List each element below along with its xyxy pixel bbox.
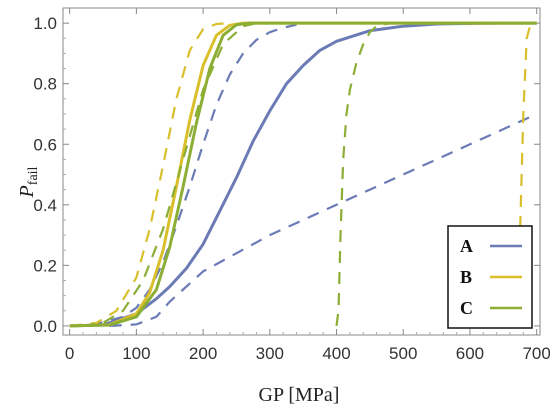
series-line-a-dashed-2 [109,112,538,327]
x-tick-label: 200 [189,344,217,363]
x-tick-label: 0 [65,344,74,363]
x-axis-title: GP [MPa] [259,384,340,406]
y-tick-label: 0.4 [33,196,57,215]
y-tick-label: 1.0 [33,14,57,33]
x-tick-label: 600 [456,344,484,363]
y-tick-label: 0.8 [33,75,57,94]
legend-label-b: B [460,267,472,287]
x-tick-label: 700 [522,344,550,363]
series-line-b-dashed-4 [69,22,230,327]
y-axis-title: Pfail [16,166,41,198]
x-tick-label: 500 [389,344,417,363]
series-group [69,21,538,328]
x-tick-label: 100 [122,344,150,363]
y-axis-title-sub: fail [26,166,41,185]
series-line-a-dashed-1 [69,23,297,327]
legend-label-a: A [460,236,473,256]
y-tick-label: 0.0 [33,317,57,336]
ticks-group: 0 100 200 300 400 500 600 700 0.0 0.2 0.4 0.6 0.8 1.0 [33,8,550,363]
legend-label-c: C [460,298,473,318]
x-tick-label: 400 [322,344,350,363]
series-line-c-dashed-7 [82,22,257,327]
y-tick-label: 0.2 [33,256,57,275]
y-tick-label: 0.6 [33,135,57,154]
y-axis-title-main: P [16,185,38,198]
legend: ABC [447,225,533,329]
series-line-a-solid-0 [69,21,537,328]
plot-frame-group [62,7,541,336]
series-line-c-solid-6 [69,21,537,328]
plot-frame [62,7,541,336]
x-tick-label: 300 [256,344,284,363]
series-line-c-dashed-8 [335,22,537,327]
